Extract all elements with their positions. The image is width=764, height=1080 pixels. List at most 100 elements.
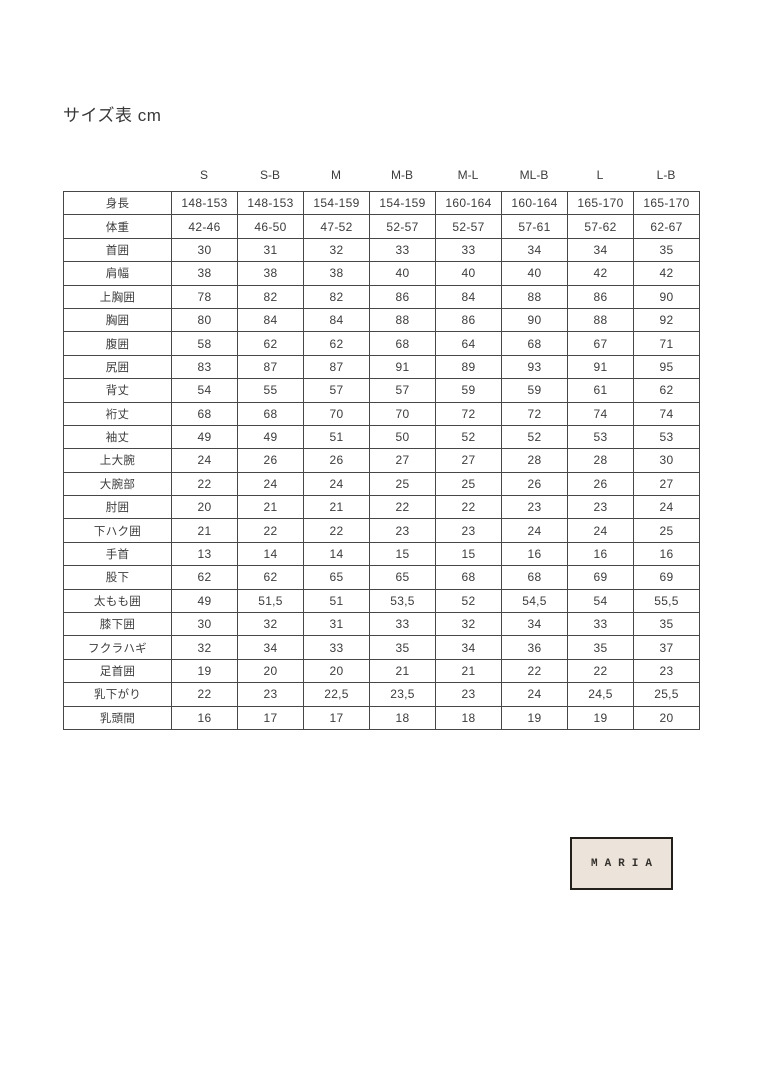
value-cell: 24 <box>303 471 370 497</box>
table-row: 膝下囲 30 32 31 33 32 34 33 35 <box>63 612 700 637</box>
table-row: 太もも囲 49 51,5 51 53,5 52 54,5 54 55,5 <box>63 588 700 614</box>
value-cell: 21 <box>171 518 238 543</box>
value-cell: 37 <box>633 635 700 660</box>
table-row: 身長 148-153 148-153 154-159 154-159 160-164 160… <box>63 190 700 216</box>
value-cell: 30 <box>171 237 238 263</box>
value-cell: 30 <box>633 448 700 473</box>
value-cell: 165-170 <box>633 190 700 216</box>
value-cell: 23 <box>633 658 700 684</box>
table-row: 股下 62 62 65 65 68 68 69 69 <box>63 565 700 590</box>
value-cell: 23 <box>435 518 502 543</box>
value-cell: 38 <box>237 261 304 286</box>
value-cell: 90 <box>633 284 700 309</box>
row-label: 身長 <box>63 190 172 216</box>
value-cell: 49 <box>171 424 238 450</box>
value-cell: 51 <box>303 588 370 614</box>
value-cell: 16 <box>567 541 634 567</box>
value-cell: 28 <box>501 448 568 473</box>
value-cell: 84 <box>435 284 502 309</box>
value-cell: 62 <box>237 331 304 356</box>
value-cell: 22 <box>237 518 304 543</box>
table-row: 手首 13 14 14 15 15 16 16 16 <box>63 541 700 567</box>
size-header-s-b: S-B <box>259 168 280 182</box>
value-cell: 50 <box>369 424 436 450</box>
value-cell: 62 <box>237 565 304 590</box>
value-cell: 78 <box>171 284 238 309</box>
value-cell: 20 <box>171 495 238 520</box>
value-cell: 31 <box>237 237 304 263</box>
value-cell: 18 <box>369 705 436 730</box>
value-cell: 24 <box>171 448 238 473</box>
value-cell: 17 <box>237 705 304 730</box>
value-cell: 22 <box>567 658 634 684</box>
value-cell: 59 <box>435 378 502 403</box>
value-cell: 30 <box>171 612 238 637</box>
row-label: 首囲 <box>63 237 172 263</box>
value-cell: 21 <box>369 658 436 684</box>
value-cell: 53 <box>633 424 700 450</box>
value-cell: 35 <box>567 635 634 660</box>
size-table-body: 身長 148-153 148-153 154-159 154-159 160-164 160… <box>63 190 700 730</box>
table-row: 腹囲 58 62 62 68 64 68 67 71 <box>63 331 700 356</box>
value-cell: 22 <box>501 658 568 684</box>
value-cell: 42 <box>633 261 700 286</box>
value-cell: 27 <box>435 448 502 473</box>
value-cell: 24 <box>501 518 568 543</box>
value-cell: 57 <box>303 378 370 403</box>
size-header-m: M <box>331 168 341 182</box>
row-label: 膝下囲 <box>63 612 172 637</box>
value-cell: 53,5 <box>369 588 436 614</box>
row-label: 乳頭間 <box>63 705 172 730</box>
value-cell: 62-67 <box>633 214 700 239</box>
value-cell: 64 <box>435 331 502 356</box>
value-cell: 88 <box>501 284 568 309</box>
value-cell: 33 <box>369 237 436 263</box>
table-row: 乳頭間 16 17 17 18 18 19 19 20 <box>63 705 700 730</box>
value-cell: 24 <box>633 495 700 520</box>
value-cell: 82 <box>303 284 370 309</box>
table-row: 下ハク囲 21 22 22 23 23 24 24 25 <box>63 518 700 543</box>
value-cell: 68 <box>171 401 238 426</box>
value-cell: 19 <box>171 658 238 684</box>
table-row: 首囲 30 31 32 33 33 34 34 35 <box>63 237 700 263</box>
value-cell: 72 <box>435 401 502 426</box>
value-cell: 22,5 <box>303 682 370 707</box>
value-cell: 14 <box>237 541 304 567</box>
value-cell: 58 <box>171 331 238 356</box>
value-cell: 27 <box>369 448 436 473</box>
row-label: 肘囲 <box>63 495 172 520</box>
value-cell: 52 <box>501 424 568 450</box>
value-cell: 24,5 <box>567 682 634 707</box>
value-cell: 72 <box>501 401 568 426</box>
value-cell: 33 <box>303 635 370 660</box>
value-cell: 71 <box>633 331 700 356</box>
value-cell: 26 <box>237 448 304 473</box>
row-label: 肩幅 <box>63 261 172 286</box>
row-label: 胸囲 <box>63 307 172 333</box>
value-cell: 154-159 <box>303 190 370 216</box>
value-cell: 91 <box>369 354 436 380</box>
row-label: 上大腕 <box>63 448 172 473</box>
value-cell: 24 <box>567 518 634 543</box>
value-cell: 51,5 <box>237 588 304 614</box>
value-cell: 54,5 <box>501 588 568 614</box>
value-cell: 35 <box>633 237 700 263</box>
value-cell: 22 <box>303 518 370 543</box>
value-cell: 32 <box>303 237 370 263</box>
value-cell: 86 <box>369 284 436 309</box>
value-cell: 24 <box>501 682 568 707</box>
value-cell: 83 <box>171 354 238 380</box>
value-cell: 57-62 <box>567 214 634 239</box>
value-cell: 59 <box>501 378 568 403</box>
size-header-ml-b: ML-B <box>519 168 549 182</box>
size-header-m-l: M-L <box>457 168 479 182</box>
row-label: 大腕部 <box>63 471 172 497</box>
value-cell: 40 <box>501 261 568 286</box>
value-cell: 24 <box>237 471 304 497</box>
value-cell: 87 <box>303 354 370 380</box>
value-cell: 38 <box>171 261 238 286</box>
size-header-l-b: L-B <box>656 168 676 182</box>
value-cell: 16 <box>171 705 238 730</box>
value-cell: 21 <box>303 495 370 520</box>
table-row: 裄丈 68 68 70 70 72 72 74 74 <box>63 401 700 426</box>
